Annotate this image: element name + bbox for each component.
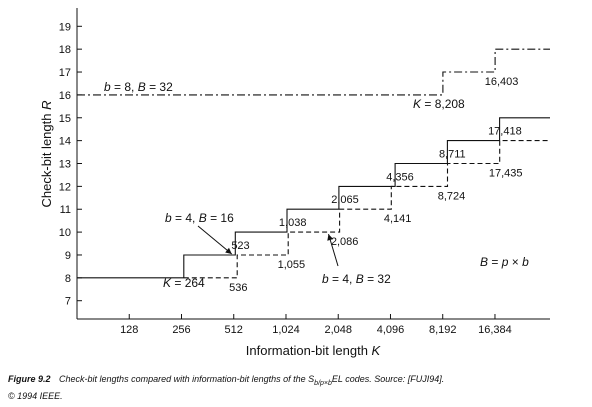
y-tick-label: 16: [59, 90, 71, 102]
value-label: 17,418: [488, 126, 522, 138]
annotation-formula: B = p × b: [480, 255, 529, 269]
value-label: 2,065: [331, 194, 359, 206]
value-label: 16,403: [485, 76, 519, 88]
value-labels: 523 1,038 2,065 4,356 8,711 17,418 1,055 2,086 4…: [229, 76, 522, 294]
figure-caption: Figure 9.2 Check-bit lengths compared wi…: [8, 373, 588, 403]
y-axis-ticks: 7 8 9 10 11 12 13 14 15 16 17 18 19: [59, 21, 82, 308]
arrow-b4-b16: [197, 225, 233, 255]
value-label: 1,038: [279, 217, 307, 229]
x-tick-label: 512: [225, 324, 243, 336]
series-label-b8-b32: b = 8, B = 32: [104, 80, 173, 94]
value-label: 8,711: [439, 149, 466, 161]
annotation-k264: K = 264: [163, 276, 205, 290]
label-arrows: [197, 225, 339, 267]
figure-label: Figure 9.2: [8, 374, 51, 384]
caption-text-before: Check-bit lengths compared with informat…: [59, 374, 315, 384]
y-tick-label: 17: [59, 67, 71, 79]
arrow-b4-b16-head: [225, 247, 232, 254]
series-line-b4-b16: [77, 117, 550, 279]
y-tick-label: 14: [59, 136, 71, 148]
value-label: 4,356: [386, 171, 414, 183]
series-line-b8-b32: [77, 48, 550, 96]
y-tick-label: 18: [59, 44, 71, 56]
x-tick-label: 128: [120, 324, 138, 336]
caption-copyright: © 1994 IEEE.: [8, 390, 63, 401]
x-axis-title: Information-bit length K: [246, 343, 382, 358]
y-tick-label: 8: [65, 273, 71, 285]
y-tick-label: 11: [60, 204, 71, 216]
caption-text-after: EL codes. Source: [FUJI94].: [331, 374, 445, 384]
x-tick-label: 2,048: [324, 324, 352, 336]
y-tick-label: 15: [59, 113, 71, 125]
value-label: 523: [231, 240, 249, 252]
caption-subscript: b/p×b: [314, 379, 332, 387]
series-line-b4-b32: [183, 140, 550, 279]
value-label: 8,724: [438, 190, 466, 202]
y-axis-title: Check-bit length R: [39, 101, 54, 208]
value-label: 2,086: [331, 236, 359, 248]
value-label: 536: [229, 282, 247, 294]
y-tick-label: 12: [59, 181, 71, 193]
y-tick-label: 19: [59, 21, 71, 33]
y-tick-label: 9: [65, 250, 71, 262]
series-label-b4-b16: b = 4, B = 16: [165, 211, 234, 225]
y-tick-label: 7: [65, 296, 71, 308]
series-layer: [77, 48, 550, 279]
x-tick-label: 4,096: [377, 324, 405, 336]
value-label: 1,055: [278, 259, 306, 271]
x-tick-label: 8,192: [429, 324, 457, 336]
x-axis-ticks: 128 256 512 1,024 2,048 4,096 8,192 16,384: [120, 314, 512, 336]
x-tick-label: 16,384: [478, 324, 512, 336]
value-label: 17,435: [489, 168, 523, 180]
series-label-b4-b32: b = 4, B = 32: [322, 272, 391, 286]
y-tick-label: 13: [59, 159, 71, 171]
annotation-k8208: K = 8,208: [413, 97, 465, 111]
arrow-b4-b32-head: [327, 234, 334, 241]
check-bit-length-chart: 7 8 9 10 11 12 13 14 15 16 17 18 19 128 256 512 1,024 2,…: [39, 8, 550, 358]
y-tick-label: 10: [59, 227, 71, 239]
x-tick-label: 256: [172, 324, 190, 336]
value-label: 4,141: [384, 213, 412, 225]
x-tick-label: 1,024: [272, 324, 300, 336]
